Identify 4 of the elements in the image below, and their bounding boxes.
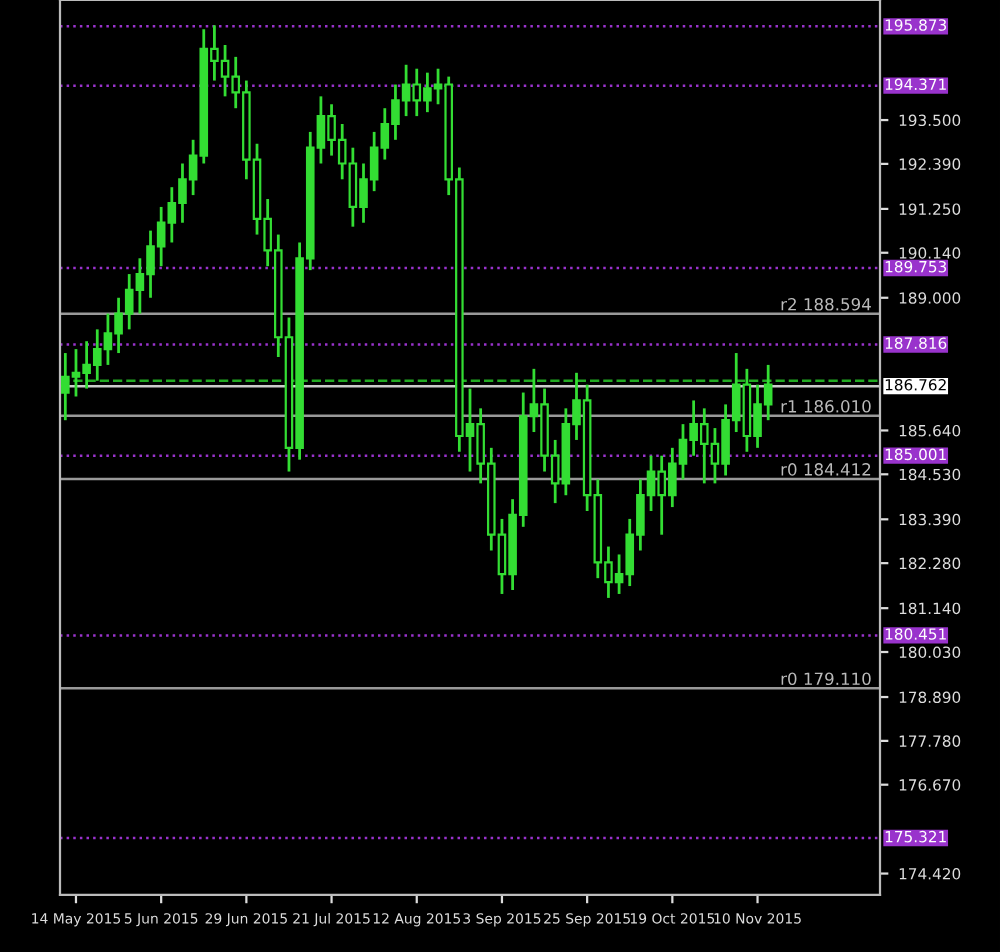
ref-line-label: r0 179.110 bbox=[781, 672, 871, 686]
ref-line-label: r0 184.412 bbox=[781, 463, 871, 476]
ref-line-label: r2 188.594 bbox=[781, 297, 871, 311]
ref-line-label: r1 186.010 bbox=[781, 400, 871, 413]
